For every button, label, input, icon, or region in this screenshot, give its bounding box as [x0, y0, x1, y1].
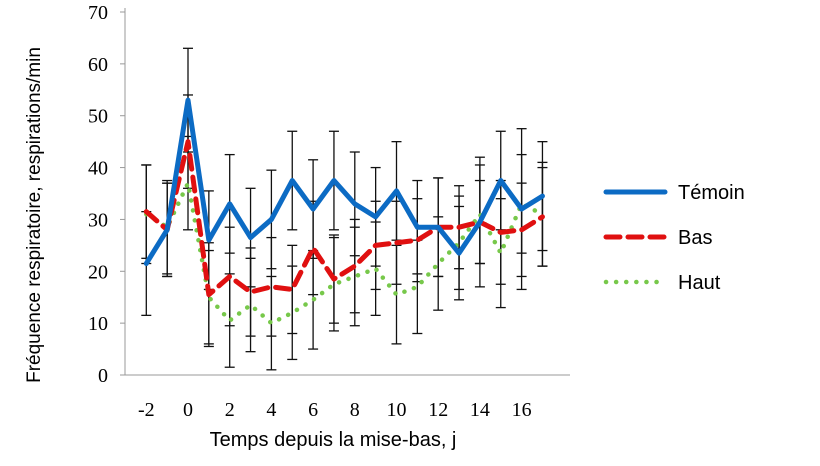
legend-label: Haut — [678, 272, 721, 294]
x-tick-label: 4 — [266, 399, 276, 421]
y-tick-label: 60 — [88, 54, 108, 76]
y-tick-label: 0 — [98, 365, 108, 387]
y-tick-label: 50 — [88, 106, 108, 128]
x-tick-label: 12 — [428, 399, 448, 421]
x-tick-label: 0 — [183, 399, 193, 421]
x-tick-label: 14 — [470, 399, 490, 421]
y-tick-label: 30 — [88, 209, 108, 231]
y-tick-label: 70 — [88, 2, 108, 24]
legend-label: Témoin — [678, 182, 745, 204]
x-tick-label: 8 — [350, 399, 360, 421]
y-tick-label: 40 — [88, 158, 108, 180]
y-tick-label: 20 — [88, 261, 108, 283]
x-tick-label: 10 — [387, 399, 407, 421]
x-tick-label: 2 — [225, 399, 235, 421]
series-line-bas — [143, 139, 545, 298]
x-axis-label: Temps depuis la mise-bas, j — [210, 429, 457, 451]
x-tick-label: 6 — [308, 399, 318, 421]
x-tick-label: 16 — [512, 399, 532, 421]
series-line-témoin — [143, 97, 545, 267]
y-tick-label: 10 — [88, 313, 108, 335]
legend-label: Bas — [678, 227, 712, 249]
y-axis-label: Fréquence respiratoire, respirations/min — [24, 47, 45, 383]
x-tick-label: -2 — [138, 399, 155, 421]
